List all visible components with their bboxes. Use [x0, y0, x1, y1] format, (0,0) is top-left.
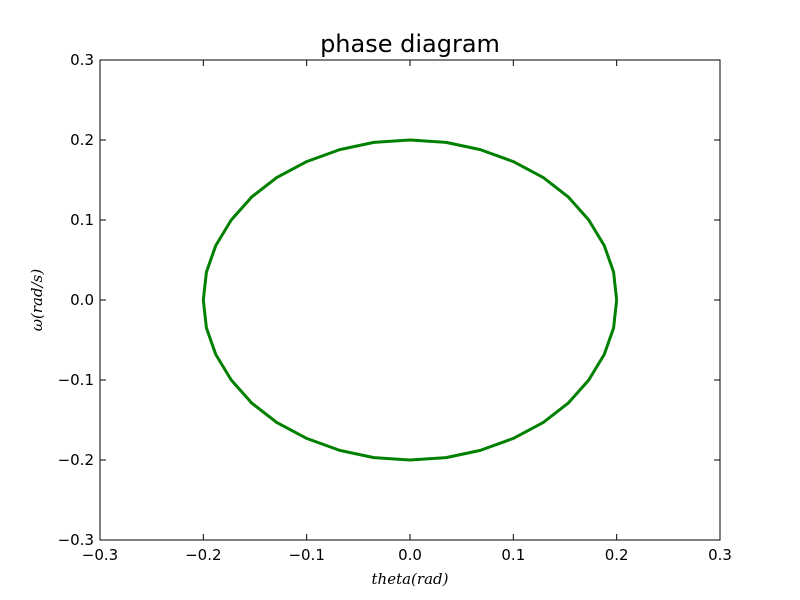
y-tick-label: −0.3	[58, 531, 94, 549]
x-tick-label: 0.1	[501, 546, 525, 564]
y-tick-label: 0.1	[70, 211, 94, 229]
x-tick-label: −0.3	[82, 546, 118, 564]
x-tick-label: 0.0	[398, 546, 422, 564]
series-line-0	[201, 138, 619, 462]
x-axis-ticks: −0.3 −0.2 −0.1 0.0 0.1 0.2 0.3	[82, 60, 732, 564]
y-tick-label: −0.2	[58, 451, 94, 469]
plot-background	[100, 60, 720, 540]
y-tick-label: 0.2	[70, 131, 94, 149]
y-tick-label: 0.0	[70, 291, 94, 309]
y-tick-label: −0.1	[58, 371, 94, 389]
x-tick-label: 0.2	[605, 546, 629, 564]
x-axis-label: theta(rad)	[372, 570, 449, 588]
chart-title: phase diagram	[320, 30, 500, 58]
x-tick-label: −0.1	[288, 546, 324, 564]
x-tick-label: −0.2	[185, 546, 221, 564]
y-axis-ticks: −0.3 −0.2 −0.1 0.0 0.1 0.2 0.3	[58, 51, 720, 549]
x-tick-label: 0.3	[708, 546, 732, 564]
plot-area	[99, 59, 721, 541]
y-tick-label: 0.3	[70, 51, 94, 69]
y-axis-label: ω(rad/s)	[28, 269, 46, 332]
